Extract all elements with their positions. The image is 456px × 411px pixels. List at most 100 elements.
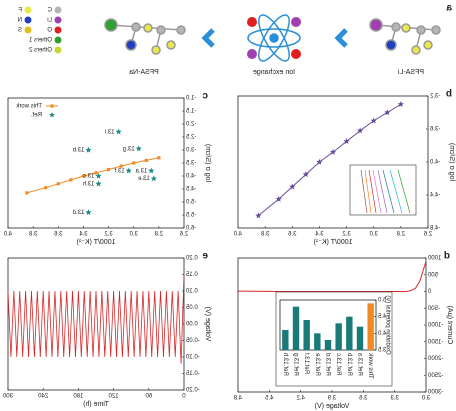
y-tick-label: -3.2 bbox=[429, 94, 440, 100]
y-tick-label: 1000 bbox=[427, 256, 441, 262]
square-marker bbox=[119, 164, 123, 168]
panel-label: d bbox=[444, 251, 450, 262]
point-label: 13.g bbox=[123, 146, 135, 152]
y-tick-label: -5.5 bbox=[185, 213, 196, 219]
panel-label: a bbox=[446, 3, 452, 14]
y-tick-label: -4.0 bbox=[185, 174, 196, 180]
point-label: 13.h bbox=[83, 181, 95, 187]
square-marker bbox=[94, 171, 98, 175]
legend-marker bbox=[50, 104, 54, 108]
legend-marker bbox=[49, 112, 55, 118]
star-marker bbox=[275, 195, 282, 202]
y-tick-label: -4.0 bbox=[429, 160, 440, 166]
y-tick-label: -0.15 bbox=[185, 371, 199, 377]
star-marker bbox=[329, 148, 337, 155]
x-tick-label: 4.0 bbox=[3, 232, 12, 238]
x-tick-label: 3.3 bbox=[390, 396, 399, 402]
star-marker bbox=[357, 127, 364, 134]
star-marker bbox=[289, 183, 296, 190]
x-tick-label: Ref.13.d bbox=[324, 353, 330, 376]
legend-swatch bbox=[24, 6, 32, 14]
y-tick-label: -3000 bbox=[427, 390, 443, 396]
y-tick-label: 4.0 bbox=[377, 331, 386, 337]
y-axis-label: Current (μA) bbox=[446, 306, 453, 345]
y-tick-label: -0.10 bbox=[185, 355, 199, 361]
x-tick-label: 3.0 bbox=[129, 232, 138, 238]
star-marker bbox=[370, 117, 377, 124]
x-tick-label: Ref.13.a bbox=[356, 352, 362, 375]
scheme-label: Ion exchange bbox=[253, 69, 295, 76]
star-marker bbox=[150, 175, 157, 182]
star-marker bbox=[384, 109, 391, 116]
x-tick-label: This work bbox=[367, 352, 373, 379]
x-tick-label: Ref.13.c bbox=[335, 353, 341, 375]
legend-swatch bbox=[54, 46, 62, 54]
y-tick-label: -1.0 bbox=[185, 96, 196, 102]
x-tick-label: Ref.13.e bbox=[314, 352, 320, 375]
y-tick-label: -3.5 bbox=[185, 161, 196, 167]
bar bbox=[346, 316, 353, 350]
square-marker bbox=[81, 174, 86, 178]
y-tick-label: -0.20 bbox=[185, 388, 199, 394]
panel-label: e bbox=[202, 251, 208, 262]
square-marker bbox=[106, 167, 111, 172]
point-label: 13.c bbox=[83, 174, 94, 180]
x-tick-label: 3.0 bbox=[421, 396, 430, 402]
panel-label: c bbox=[202, 91, 208, 102]
star-marker bbox=[397, 101, 404, 107]
legend-label: O bbox=[47, 28, 52, 34]
square-marker bbox=[144, 158, 148, 162]
arrow bbox=[334, 28, 348, 48]
square-marker bbox=[44, 186, 48, 190]
y-tick-label: 0.15 bbox=[185, 272, 197, 278]
legend-swatch bbox=[54, 16, 62, 24]
arrow bbox=[201, 28, 215, 48]
star-marker bbox=[135, 145, 142, 152]
bar bbox=[324, 340, 332, 350]
bar bbox=[335, 323, 342, 350]
y-tick-label: -3.6 bbox=[429, 127, 440, 133]
square-marker bbox=[132, 161, 136, 165]
legend-label: C bbox=[47, 8, 52, 14]
x-tick-label: 3.6 bbox=[53, 232, 62, 238]
atom-icon bbox=[247, 14, 301, 62]
y-tick-label: -6.0 bbox=[185, 226, 196, 232]
series-line bbox=[237, 261, 427, 292]
square-marker bbox=[25, 191, 29, 195]
x-tick-label: 2.6 bbox=[423, 232, 432, 238]
star-marker bbox=[302, 171, 309, 177]
legend-label: This work bbox=[15, 104, 42, 110]
star-marker bbox=[85, 209, 92, 215]
star-marker bbox=[85, 146, 92, 153]
star-marker bbox=[95, 172, 102, 179]
y-tick-label: -2000 bbox=[427, 356, 443, 362]
y-tick-label: -1.5 bbox=[185, 109, 196, 115]
point-label: 13.f bbox=[114, 168, 124, 174]
legend-swatch bbox=[54, 36, 62, 44]
legend-label: Others 1 bbox=[28, 38, 52, 44]
y-tick-label: -0.05 bbox=[185, 338, 199, 344]
x-axis-label: 1000/T (K⁻¹) bbox=[314, 239, 353, 246]
star-marker bbox=[125, 167, 132, 174]
x-tick-label: 3.4 bbox=[315, 232, 324, 238]
point-label: 13.e bbox=[137, 176, 149, 182]
x-tick-label: 4.0 bbox=[233, 232, 242, 238]
legend-swatch bbox=[54, 6, 62, 14]
y-tick-label: 0.20 bbox=[185, 256, 197, 262]
series-line bbox=[7, 274, 185, 364]
x-tick-label: 3.8 bbox=[28, 232, 37, 238]
legend-label: Li bbox=[47, 18, 52, 24]
star-marker bbox=[95, 180, 102, 187]
bar bbox=[282, 330, 289, 350]
point-label: 13.b bbox=[72, 148, 84, 154]
y-tick-label: -3.0 bbox=[185, 148, 196, 154]
y-axis-label: log σ (S/cm) bbox=[448, 143, 455, 181]
x-tick-label: 3.6 bbox=[359, 396, 368, 402]
legend-label: N bbox=[18, 18, 22, 24]
molecule-li bbox=[369, 18, 441, 55]
point-label: 13.a bbox=[135, 168, 147, 174]
legend-swatch bbox=[24, 16, 32, 24]
y-tick-label: 4.5 bbox=[377, 314, 386, 320]
x-tick-label: Ref.13.b bbox=[346, 352, 352, 375]
